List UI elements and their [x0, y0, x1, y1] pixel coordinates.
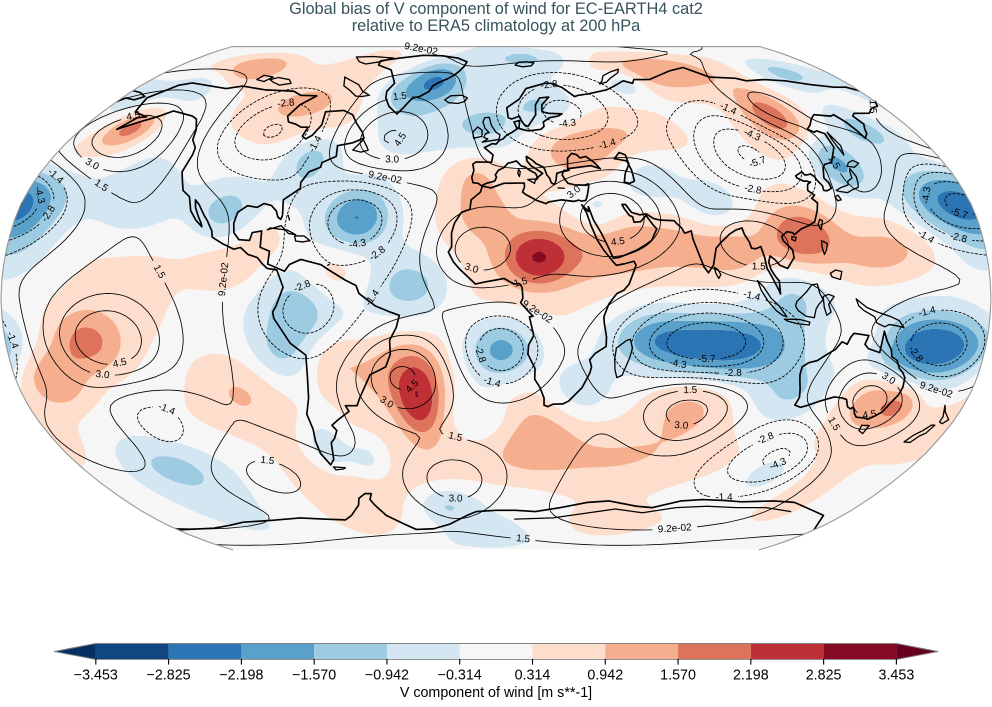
svg-text:-4.3: -4.3 [669, 357, 688, 371]
svg-text:Global bias of V component of: Global bias of V component of wind for E… [289, 0, 703, 18]
svg-text:1.5: 1.5 [151, 263, 168, 281]
svg-text:0.942: 0.942 [587, 667, 623, 683]
svg-text:4.5: 4.5 [862, 408, 878, 421]
svg-text:-1.4: -1.4 [4, 330, 20, 350]
svg-text:-1.4: -1.4 [715, 492, 733, 503]
svg-text:1.5: 1.5 [752, 261, 766, 272]
svg-text:3.453: 3.453 [879, 667, 915, 683]
svg-text:-5.7: -5.7 [949, 206, 969, 222]
svg-text:relative to ERA5 climatology a: relative to ERA5 climatology at 200 hPa [352, 17, 641, 35]
svg-text:3.0: 3.0 [449, 493, 464, 504]
svg-text:1.5: 1.5 [867, 100, 878, 114]
svg-text:-2.8: -2.8 [949, 231, 969, 246]
svg-text:-4.3: -4.3 [348, 237, 367, 251]
svg-text:−0.314: −0.314 [438, 667, 482, 683]
svg-text:1.5: 1.5 [513, 276, 530, 290]
svg-text:-4.3: -4.3 [558, 117, 577, 130]
svg-text:−2.825: −2.825 [147, 667, 191, 683]
svg-text:-5.7: -5.7 [698, 354, 716, 365]
svg-text:3.0: 3.0 [83, 156, 101, 173]
svg-text:1.570: 1.570 [660, 667, 696, 683]
svg-text:1.5: 1.5 [516, 533, 531, 545]
svg-text:3.0: 3.0 [463, 261, 480, 276]
svg-text:-1.4: -1.4 [156, 401, 176, 418]
svg-text:−2.198: −2.198 [219, 667, 263, 683]
svg-text:-1.4: -1.4 [742, 289, 762, 304]
svg-text:1.5: 1.5 [447, 430, 464, 444]
svg-text:-1.4: -1.4 [482, 375, 502, 391]
svg-text:-4.3: -4.3 [921, 186, 934, 205]
svg-text:4.5: 4.5 [112, 357, 128, 371]
svg-text:-1.4: -1.4 [598, 137, 618, 152]
svg-text:-2.8: -2.8 [277, 97, 296, 110]
svg-text:9.2e-02: 9.2e-02 [658, 522, 693, 535]
svg-text:3.0: 3.0 [674, 420, 689, 432]
svg-text:2.198: 2.198 [733, 667, 769, 683]
svg-text:V component of wind [m s**-1]: V component of wind [m s**-1] [400, 685, 592, 701]
svg-text:-2.8: -2.8 [472, 344, 488, 364]
svg-text:−3.453: −3.453 [74, 667, 118, 683]
svg-text:1.5: 1.5 [260, 455, 276, 468]
svg-text:3.0: 3.0 [385, 154, 399, 165]
svg-text:-2.8: -2.8 [540, 79, 559, 92]
svg-text:4.5: 4.5 [610, 236, 626, 249]
svg-text:2.825: 2.825 [806, 667, 842, 683]
svg-text:0.314: 0.314 [515, 667, 551, 683]
svg-text:1.5: 1.5 [392, 91, 407, 103]
svg-text:-2.8: -2.8 [743, 183, 762, 197]
svg-text:−0.942: −0.942 [365, 667, 409, 683]
svg-text:1.5: 1.5 [683, 385, 697, 396]
svg-text:4.5: 4.5 [126, 110, 142, 123]
svg-text:-4.3: -4.3 [32, 185, 47, 205]
svg-text:-1.4: -1.4 [917, 305, 937, 320]
svg-text:−1.570: −1.570 [292, 667, 336, 683]
svg-text:-2.8: -2.8 [724, 368, 742, 379]
svg-text:3.0: 3.0 [95, 369, 110, 382]
svg-text:9.2e-02: 9.2e-02 [217, 262, 231, 297]
